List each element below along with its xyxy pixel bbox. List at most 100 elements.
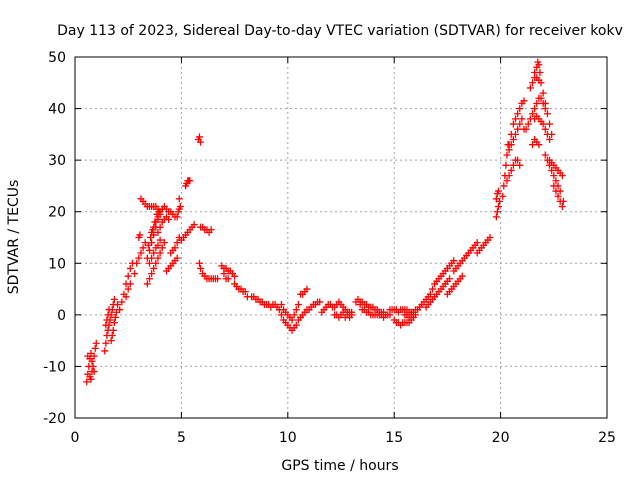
data-point — [89, 362, 97, 370]
data-point — [541, 125, 549, 133]
data-point — [550, 172, 558, 180]
data-point — [531, 105, 539, 113]
data-point — [136, 231, 144, 239]
x-tick-label: 0 — [71, 430, 80, 446]
data-point — [539, 89, 547, 97]
data-point — [518, 115, 526, 123]
data-point — [500, 182, 508, 190]
data-point — [126, 280, 134, 288]
data-point — [429, 285, 437, 293]
plot-frame — [74, 56, 608, 419]
data-point — [492, 213, 500, 221]
data-point — [494, 203, 502, 211]
x-tick-label: 10 — [279, 430, 297, 446]
y-axis-ticks: -20 -10 0 10 20 30 40 50 — [43, 50, 607, 427]
data-point — [150, 249, 158, 257]
data-point — [559, 197, 567, 205]
data-point — [348, 311, 356, 319]
data-point — [514, 156, 522, 164]
data-point — [152, 259, 160, 267]
data-point — [493, 208, 501, 216]
x-axis-label: GPS time / hours — [281, 458, 398, 474]
data-point — [220, 270, 228, 278]
data-point — [147, 234, 155, 241]
data-point — [87, 375, 95, 383]
data-point — [103, 316, 111, 324]
data-point — [122, 293, 130, 301]
data-point — [288, 316, 296, 324]
data-point — [558, 172, 566, 180]
data-point — [520, 97, 528, 105]
data-point — [514, 125, 522, 133]
data-point — [102, 339, 110, 347]
data-point — [173, 254, 181, 262]
data-point — [150, 264, 158, 272]
data-point — [207, 226, 215, 234]
data-point — [154, 254, 162, 262]
data-point — [84, 352, 92, 360]
data-point — [144, 241, 152, 249]
data-point — [118, 298, 126, 306]
data-point — [143, 280, 151, 288]
data-point — [139, 244, 147, 252]
data-point — [231, 272, 239, 280]
data-point — [426, 290, 434, 298]
data-point — [541, 99, 549, 107]
x-tick-label: 15 — [385, 430, 403, 446]
data-point — [277, 311, 285, 319]
data-point — [137, 249, 145, 257]
data-point — [554, 192, 562, 200]
y-tick-label: 50 — [48, 50, 66, 66]
data-point — [505, 141, 513, 149]
data-point — [290, 311, 298, 319]
y-tick-label: 0 — [57, 308, 66, 324]
data-point — [516, 105, 524, 113]
data-point — [526, 84, 534, 92]
data-point — [90, 368, 98, 376]
data-point — [148, 270, 156, 278]
data-point — [522, 125, 530, 133]
data-point — [145, 275, 153, 283]
data-point — [173, 213, 181, 221]
data-point — [316, 298, 324, 306]
data-point — [145, 259, 153, 267]
data-point — [154, 228, 162, 236]
data-point — [104, 311, 112, 319]
data-point — [126, 264, 134, 272]
data-point — [499, 192, 507, 200]
data-point — [92, 339, 100, 347]
data-point — [516, 161, 524, 169]
y-tick-label: 10 — [48, 256, 66, 272]
data-point — [502, 161, 510, 169]
x-tick-label: 5 — [177, 430, 186, 446]
data-point — [446, 275, 454, 283]
data-point — [277, 301, 285, 309]
y-tick-label: 30 — [48, 153, 66, 169]
data-point — [536, 68, 544, 76]
data-point — [241, 288, 249, 296]
data-point — [514, 110, 522, 118]
data-point — [543, 110, 551, 118]
data-point — [339, 308, 347, 316]
data-point — [529, 79, 537, 87]
data-point — [533, 99, 541, 107]
data-point — [111, 313, 119, 321]
data-point — [197, 264, 205, 272]
data-point — [552, 177, 560, 185]
data-point — [174, 208, 182, 216]
data-point — [503, 177, 511, 185]
data-point — [156, 223, 164, 231]
data-point — [511, 115, 519, 123]
data-point — [133, 259, 141, 267]
data-point — [91, 344, 99, 352]
data-point — [516, 120, 524, 128]
data-point — [546, 136, 554, 144]
data-point — [108, 331, 116, 339]
data-point — [509, 136, 517, 144]
data-point — [535, 61, 543, 69]
y-tick-label: 20 — [48, 205, 66, 221]
data-point — [101, 347, 109, 355]
data-point — [535, 141, 543, 149]
data-point — [486, 234, 494, 241]
